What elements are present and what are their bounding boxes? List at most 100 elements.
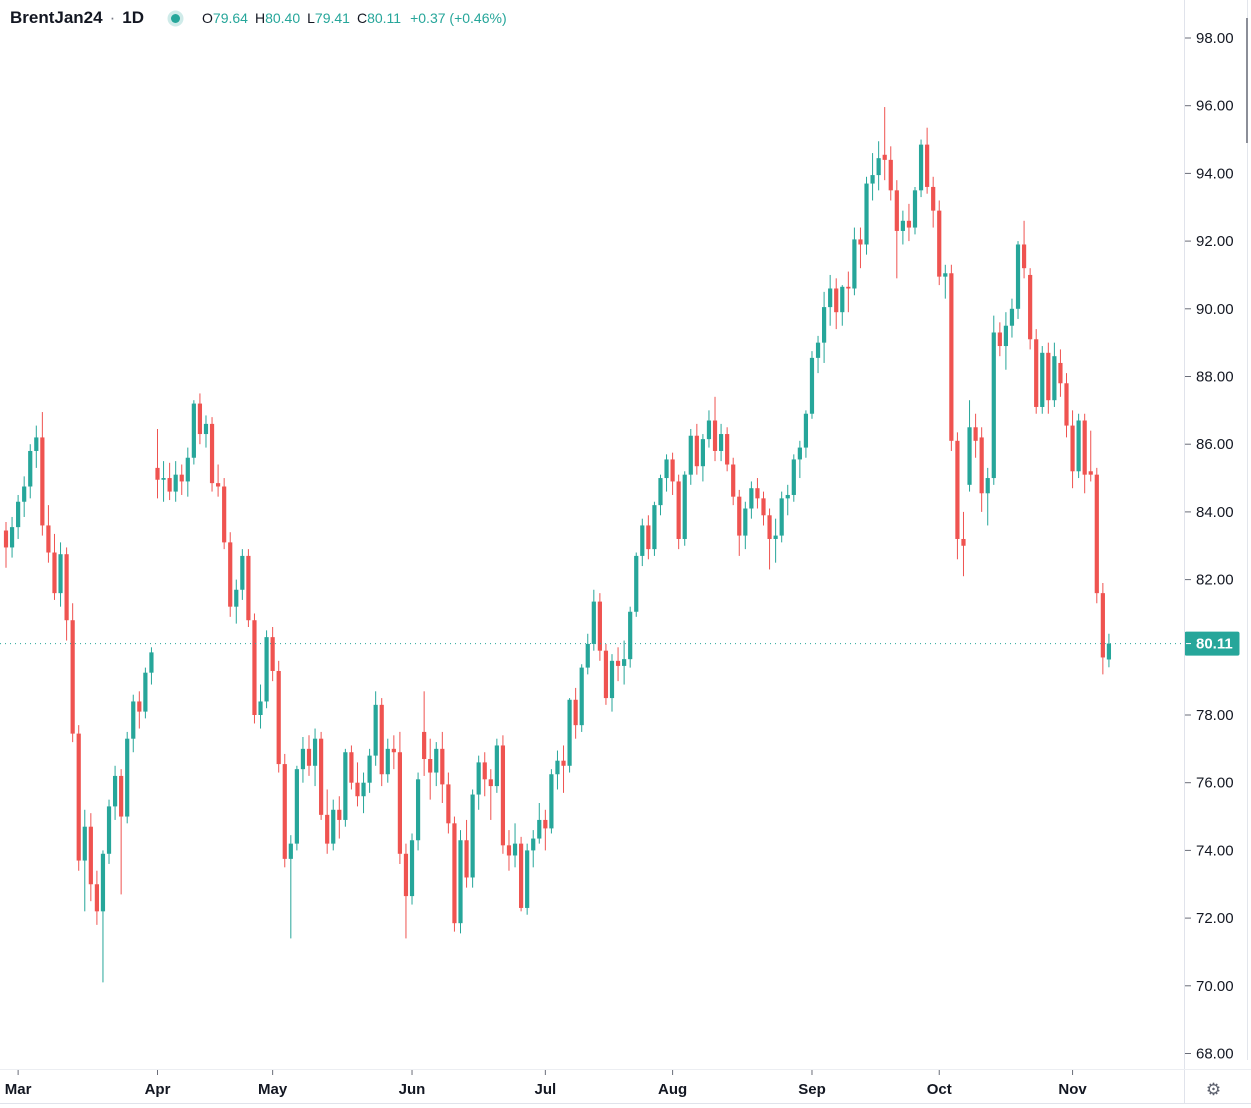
candle <box>803 410 809 458</box>
candle <box>646 515 651 560</box>
candle <box>488 769 493 820</box>
scrollbar-thumb[interactable] <box>1246 18 1248 143</box>
candle <box>519 836 524 912</box>
status-dot-icon[interactable] <box>171 13 181 23</box>
candle <box>112 765 118 820</box>
candle <box>52 533 57 600</box>
candle <box>640 518 645 567</box>
ohlc-values: O79.64 H80.40 L79.41 C80.11 +0.37 (+0.46… <box>202 10 507 26</box>
svg-text:80.11: 80.11 <box>1196 636 1233 653</box>
candle <box>658 474 663 516</box>
candle <box>852 227 857 296</box>
candle <box>319 731 324 820</box>
candle <box>476 755 481 810</box>
price-label: 74.00 <box>1196 842 1234 859</box>
price-label: 96.00 <box>1196 98 1234 115</box>
month-label: May <box>258 1081 288 1098</box>
candle <box>761 491 766 526</box>
timeframe-label[interactable]: 1D <box>122 8 145 27</box>
candle <box>555 750 560 790</box>
low-value: L79.41 <box>307 10 350 26</box>
candle <box>997 322 1002 357</box>
candle <box>288 835 293 939</box>
candle <box>276 660 281 773</box>
price-label: 98.00 <box>1196 30 1234 47</box>
candle <box>1082 413 1087 494</box>
candle <box>34 425 39 468</box>
bottom-border <box>0 1103 1251 1104</box>
candle <box>343 748 348 827</box>
candle <box>706 410 712 448</box>
candle <box>634 552 639 617</box>
candle <box>1076 413 1081 479</box>
candle <box>809 351 815 419</box>
scrollbar-track <box>1247 0 1248 1060</box>
candle <box>434 742 439 787</box>
candle <box>458 830 463 934</box>
candle <box>409 833 415 905</box>
candle <box>864 176 869 255</box>
candle <box>755 478 760 509</box>
month-label: Mar <box>5 1081 32 1098</box>
candle <box>397 731 402 864</box>
candle <box>1021 220 1027 279</box>
close-value: C80.11 <box>356 10 402 26</box>
candle <box>670 452 675 495</box>
month-label: Aug <box>658 1081 687 1098</box>
month-label: Jun <box>399 1081 426 1098</box>
candle <box>137 691 142 729</box>
symbol-name[interactable]: BrentJan24 <box>10 8 103 27</box>
month-label: Oct <box>927 1081 952 1098</box>
candle <box>749 481 754 519</box>
candle <box>367 748 372 793</box>
candle <box>1009 298 1015 338</box>
candle <box>16 494 21 539</box>
candle <box>58 542 63 607</box>
candle <box>1052 342 1057 407</box>
candle <box>391 735 396 770</box>
candle <box>252 613 257 724</box>
price-label: 84.00 <box>1196 504 1234 521</box>
time-axis-settings-button[interactable]: ⚙ <box>1203 1079 1224 1100</box>
candle <box>185 447 190 497</box>
candle <box>9 516 15 558</box>
candle <box>179 464 184 495</box>
candle <box>973 413 978 458</box>
candle <box>900 210 905 245</box>
price-label: 94.00 <box>1196 165 1234 182</box>
candle <box>567 698 572 773</box>
candle <box>325 789 330 854</box>
candle <box>331 799 336 851</box>
price-axis[interactable]: 98.00 96.00 94.00 92.00 90.00 88.00 86.00 84.00… <box>1185 30 1234 1063</box>
candle <box>1070 410 1075 489</box>
candle <box>119 769 124 895</box>
candle <box>579 664 584 732</box>
candle <box>385 738 390 783</box>
candle <box>470 789 475 888</box>
candle <box>270 626 275 682</box>
candle <box>1058 349 1063 397</box>
candle <box>846 271 851 313</box>
candle <box>373 691 378 766</box>
candle <box>500 735 506 854</box>
candle <box>203 415 209 448</box>
candle <box>88 813 93 902</box>
candle <box>222 478 227 550</box>
candle <box>525 843 530 915</box>
candle <box>306 735 312 776</box>
candle <box>718 423 724 462</box>
candle <box>131 694 136 753</box>
time-axis[interactable]: Mar Apr May Jun Jul Aug Sep Oct Nov <box>5 1069 1088 1098</box>
candle <box>537 803 542 844</box>
candle <box>688 428 693 485</box>
price-label: 86.00 <box>1196 436 1234 453</box>
candle <box>943 264 948 299</box>
candle <box>767 508 772 570</box>
candle <box>452 816 457 932</box>
candle <box>676 474 681 550</box>
price-label: 82.00 <box>1196 572 1234 589</box>
price-label: 68.00 <box>1196 1046 1234 1063</box>
price-label: 88.00 <box>1196 369 1234 386</box>
